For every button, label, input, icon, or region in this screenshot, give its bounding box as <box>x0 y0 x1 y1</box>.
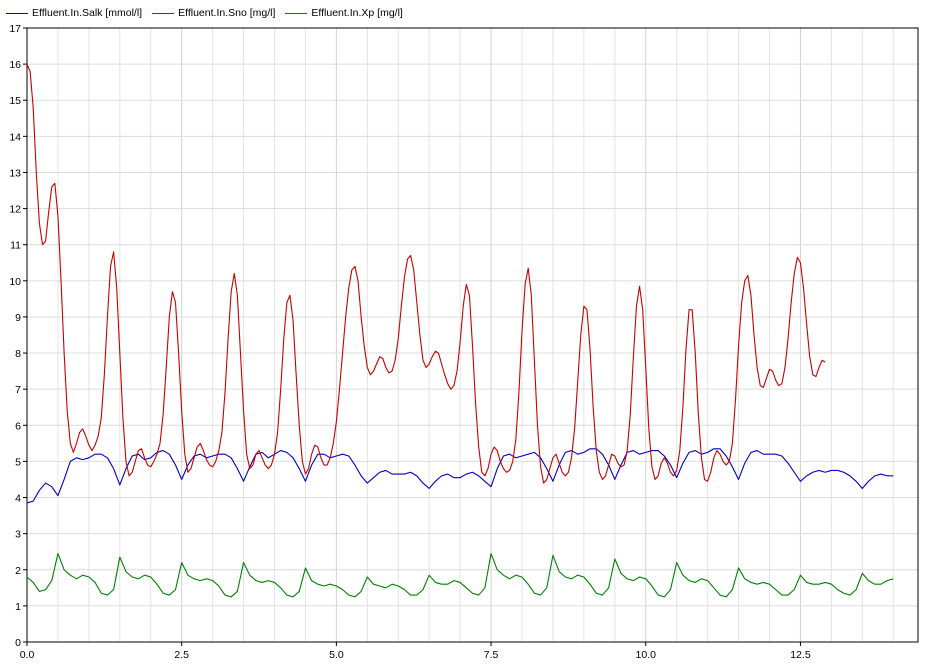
x-tick-label: 7.5 <box>484 649 499 661</box>
y-tick-label: 9 <box>15 312 21 324</box>
chart-legend: Effluent.In.Salk [mmol/l] Effluent.In.Sno… <box>0 4 407 22</box>
y-tick-label: 1 <box>15 601 21 613</box>
y-tick-label: 0 <box>15 637 21 649</box>
y-tick-label: 7 <box>15 384 21 396</box>
y-tick-label: 13 <box>9 167 21 179</box>
x-tick-label: 5.0 <box>329 649 344 661</box>
y-tick-label: 6 <box>15 420 21 432</box>
series-line-3 <box>26 552 894 598</box>
x-tick-label: 10.0 <box>636 649 657 661</box>
legend-label: Effluent.In.Salk [mmol/l] <box>32 7 143 19</box>
legend-swatch <box>152 12 175 14</box>
legend-swatch <box>6 12 28 14</box>
y-tick-label: 15 <box>9 95 21 107</box>
legend-swatch <box>285 12 308 14</box>
y-tick-label: 17 <box>9 23 21 35</box>
legend-item: Effluent.In.Xp [mg/l] <box>285 7 403 19</box>
y-tick-label: 5 <box>15 456 21 468</box>
legend-label: Effluent.In.Xp [mg/l] <box>311 7 403 19</box>
legend-label: Effluent.In.Sno [mg/l] <box>178 7 276 19</box>
x-tick-label: 12.5 <box>790 649 811 661</box>
x-tick-label: 2.5 <box>174 649 189 661</box>
legend-item: Effluent.In.Sno [mg/l] <box>152 7 275 19</box>
y-tick-label: 10 <box>9 276 21 288</box>
plot-frame <box>26 27 919 643</box>
plot-area <box>27 28 918 642</box>
y-tick-label: 8 <box>15 348 21 360</box>
y-tick-label: 16 <box>9 59 21 71</box>
series-line-1 <box>26 448 894 504</box>
y-tick-label: 4 <box>15 493 21 505</box>
y-tick-label: 12 <box>9 204 21 216</box>
y-tick-label: 2 <box>15 565 21 577</box>
y-tick-label: 14 <box>9 131 21 143</box>
y-tick-label: 11 <box>10 240 21 252</box>
x-tick-label: 0.0 <box>20 649 35 661</box>
legend-item: Effluent.In.Salk [mmol/l] <box>6 7 142 19</box>
series-line-2 <box>26 63 826 484</box>
y-tick-label: 3 <box>15 529 21 541</box>
